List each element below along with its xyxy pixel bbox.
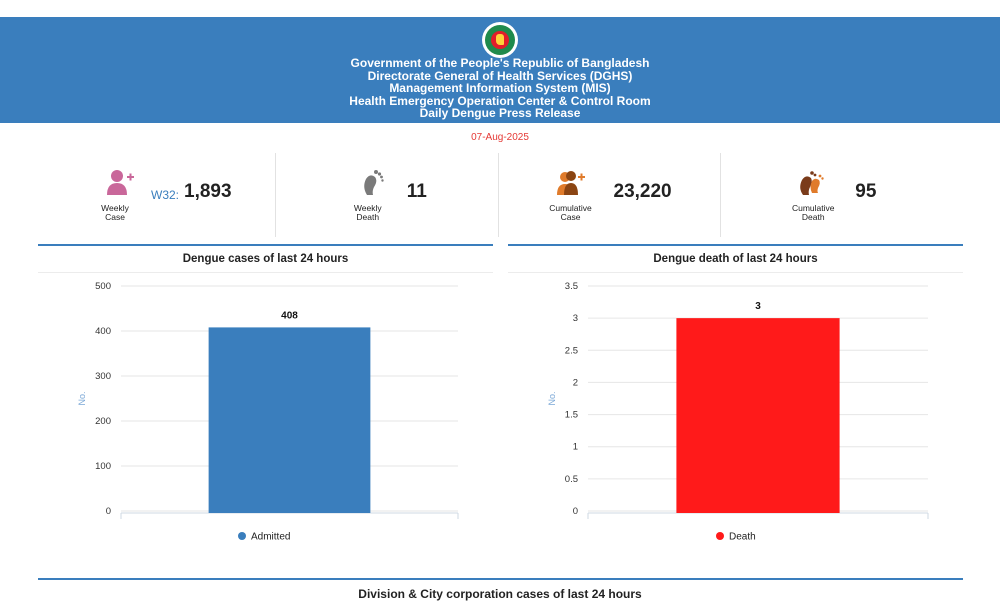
header-text: Government of the People's Republic of B… [0, 57, 1000, 120]
y-tick-label: 0.5 [565, 474, 578, 485]
y-tick-label: 2 [573, 377, 578, 388]
data-label: 408 [281, 310, 298, 321]
header-line-mis: Management Information System (MIS) [389, 81, 611, 96]
y-axis-label: No. [77, 391, 87, 405]
report-date: 07-Aug-2025 [471, 132, 529, 143]
y-tick-label: 3 [573, 313, 578, 324]
y-tick-label: 100 [95, 461, 111, 472]
bar-death [676, 318, 840, 513]
header-line-press-release: Daily Dengue Press Release [419, 106, 581, 121]
legend-marker [238, 532, 246, 540]
death-bar-chart: 0 0.5 1 1.5 2 2.5 3 3.5 No. 3 Death [547, 281, 929, 543]
cumulative-case-value: 23,220 [613, 181, 672, 202]
cumulative-death-value: 95 [855, 181, 877, 202]
legend-marker [716, 532, 724, 540]
cases-chart-title: Dengue cases of last 24 hours [182, 253, 349, 265]
weekly-death-caption: Weekly Death [353, 203, 382, 222]
top-strip [0, 0, 1000, 17]
footprint-icon [363, 170, 384, 195]
page-header: Government of the People's Republic of B… [0, 17, 1000, 123]
cumulative-death-caption: Cumulative Death [791, 203, 835, 222]
cases-bar-chart: 0 100 200 300 400 500 No. 408 Admitted [77, 281, 459, 543]
y-tick-label: 300 [95, 371, 111, 382]
stat-cumulative-death: Cumulative Death 95 [721, 153, 943, 237]
stat-weekly-case: Weekly Case W32: 1,893 [53, 153, 276, 237]
division-section-title: Division & City corporation cases of las… [358, 587, 642, 601]
y-tick-label: 200 [95, 416, 111, 427]
header-line-government: Government of the People's Republic of B… [350, 56, 650, 70]
stat-weekly-death: Weekly Death 11 [276, 153, 499, 237]
person-plus-icon [107, 170, 134, 195]
cumulative-case-caption: Cumulative Case [549, 203, 592, 222]
y-tick-label: 0 [106, 506, 111, 517]
y-tick-label: 2.5 [565, 345, 578, 356]
header-line-heoc: Health Emergency Operation Center & Cont… [349, 93, 651, 108]
y-tick-label: 500 [95, 281, 111, 292]
dengue-cases-panel: Dengue cases of last 24 hours 0 100 200 300… [38, 244, 493, 554]
stats-row: Weekly Case W32: 1,893 Weekly Death 11 C… [53, 153, 943, 237]
weekly-case-value: 1,893 [184, 181, 232, 202]
legend-label: Admitted [251, 532, 290, 543]
data-label: 3 [755, 301, 761, 312]
bar-admitted [208, 327, 371, 513]
section-divider [38, 578, 963, 580]
footprints-icon [800, 171, 824, 195]
y-tick-label: 1.5 [565, 410, 578, 421]
y-tick-label: 3.5 [565, 281, 578, 292]
week-number: W32: [151, 188, 180, 202]
stat-cumulative-case: Cumulative Case 23,220 [499, 153, 722, 237]
weekly-death-value: 11 [406, 181, 427, 202]
y-tick-label: 400 [95, 326, 111, 337]
y-tick-label: 0 [573, 506, 578, 517]
header-line-dghs: Directorate General of Health Services (… [367, 68, 633, 83]
dengue-death-panel: Dengue death of last 24 hours 0 0.5 1 1.5 2 2… [508, 244, 963, 554]
death-chart-title: Dengue death of last 24 hours [653, 253, 818, 265]
government-seal-logo [482, 22, 518, 58]
people-plus-icon [556, 171, 585, 195]
weekly-case-caption: Weekly Case [101, 203, 129, 222]
y-axis-label: No. [547, 391, 557, 405]
legend-label: Death [729, 532, 756, 543]
y-tick-label: 1 [573, 442, 578, 453]
